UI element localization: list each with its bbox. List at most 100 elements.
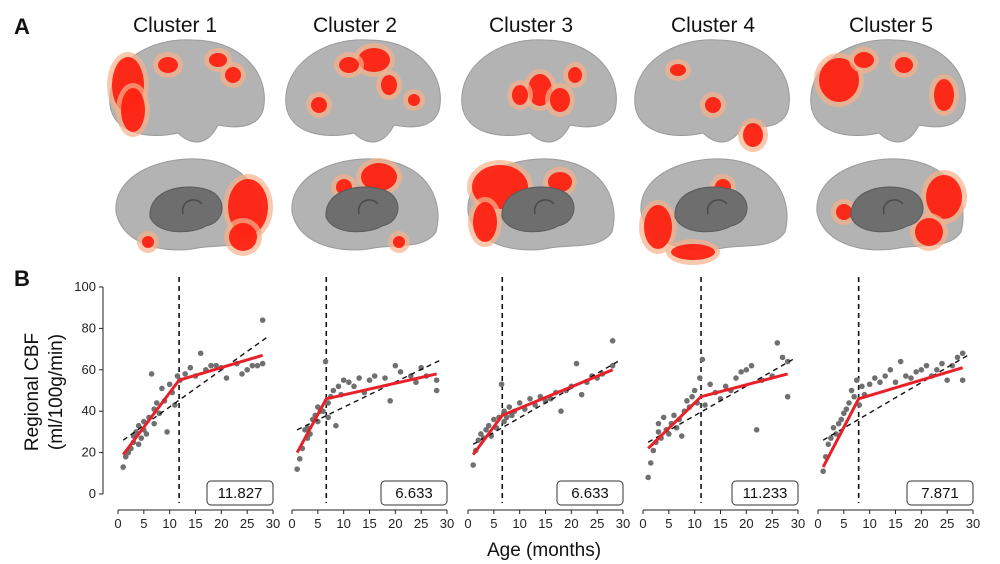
data-point: [833, 431, 839, 437]
breakpoint-label: 11.827: [218, 485, 263, 502]
x-tick-label: 20: [739, 516, 753, 531]
x-tick-label: 30: [266, 516, 280, 531]
data-point: [413, 379, 419, 386]
data-point: [647, 460, 654, 466]
data-point: [774, 340, 781, 346]
data-point: [244, 367, 250, 373]
x-tick-label: 15: [713, 516, 727, 531]
data-point: [485, 422, 492, 429]
data-point: [609, 338, 616, 344]
x-tick-label: 30: [616, 516, 630, 531]
data-point: [153, 400, 160, 406]
linear-fit-line: [647, 358, 794, 443]
x-tick-label: 5: [490, 516, 497, 531]
data-point: [753, 427, 760, 433]
data-point: [135, 441, 142, 448]
data-point: [877, 379, 883, 386]
breakpoint-label-box: [206, 480, 274, 506]
data-point: [923, 362, 930, 369]
data-point: [897, 358, 904, 365]
subplot-cluster-5: 0 5 10 15 20 25 30 7.871: [814, 277, 980, 531]
x-tick-label: 15: [362, 516, 376, 531]
data-point: [872, 375, 878, 381]
data-point: [138, 435, 145, 441]
breakpoint-label: 6.633: [571, 485, 609, 502]
segmented-fit-line: [121, 353, 264, 456]
data-point: [527, 395, 533, 402]
data-point: [120, 464, 126, 470]
data-point: [866, 381, 873, 388]
x-tick-label: 10: [162, 516, 176, 531]
y-tick-label: 80: [82, 320, 96, 335]
data-point: [702, 402, 708, 408]
data-point: [164, 429, 170, 435]
breakpoint-label-box: [906, 480, 974, 506]
data-point: [949, 362, 956, 369]
x-tick-label: 5: [140, 516, 147, 531]
data-point: [851, 393, 857, 400]
data-point: [934, 367, 940, 373]
data-point: [655, 420, 662, 427]
data-point: [578, 391, 585, 398]
cluster-title-2: Cluster 2: [312, 14, 398, 37]
data-point: [660, 414, 667, 421]
data-point: [182, 371, 188, 377]
cluster-title-3: Cluster 3: [488, 14, 574, 37]
brain-cluster-5: [810, 39, 967, 251]
brain-lateral-view: [285, 39, 441, 143]
data-point: [340, 377, 347, 383]
brain-medial-view: [639, 158, 788, 265]
x-tick-label: 25: [240, 516, 254, 531]
data-point: [678, 433, 685, 439]
data-point: [856, 402, 863, 408]
data-point: [944, 377, 950, 383]
data-point: [335, 383, 342, 390]
brain-cluster-3: [461, 39, 617, 251]
data-point: [159, 385, 165, 392]
data-point: [371, 373, 378, 379]
data-point: [259, 360, 266, 367]
data-point: [491, 416, 497, 423]
x-tick-label: 0: [814, 516, 821, 531]
data-point: [959, 377, 966, 383]
data-point: [671, 412, 677, 419]
x-tick-label: 25: [590, 516, 604, 531]
x-tick-label: 5: [665, 516, 672, 531]
data-point: [296, 456, 303, 462]
data-point: [697, 375, 703, 381]
data-point: [330, 387, 337, 394]
x-tick-label: 5: [840, 516, 847, 531]
data-point: [501, 418, 507, 425]
subplot-cluster-2: 0 5 10 15 20 25 30 6.633: [288, 277, 454, 531]
panel-label-a: A: [14, 14, 30, 39]
data-point: [691, 387, 698, 394]
breakpoint-label-box: [556, 480, 624, 506]
x-tick-label: 20: [564, 516, 578, 531]
data-point: [882, 373, 888, 379]
data-point: [213, 362, 219, 369]
data-point: [509, 412, 515, 419]
data-point: [853, 377, 860, 383]
data-point: [483, 427, 489, 433]
x-tick-label: 10: [687, 516, 701, 531]
data-point: [903, 373, 909, 379]
data-point: [433, 387, 440, 394]
data-point: [848, 387, 855, 394]
brain-medial-view: [467, 158, 615, 251]
data-point: [254, 362, 261, 369]
data-point: [498, 381, 505, 388]
y-tick-label: 20: [82, 445, 96, 460]
data-point: [506, 404, 513, 410]
x-tick-label: 5: [314, 516, 321, 531]
data-point: [156, 410, 163, 417]
data-point: [913, 369, 919, 375]
data-point: [397, 369, 404, 375]
x-tick-label: 0: [464, 516, 471, 531]
panel-label-b: B: [14, 266, 30, 291]
brain-medial-view: [816, 158, 967, 251]
data-point: [356, 375, 362, 381]
data-point: [366, 377, 373, 383]
subplot-cluster-3: 0 5 10 15 20 25 30 6.633: [464, 277, 630, 531]
